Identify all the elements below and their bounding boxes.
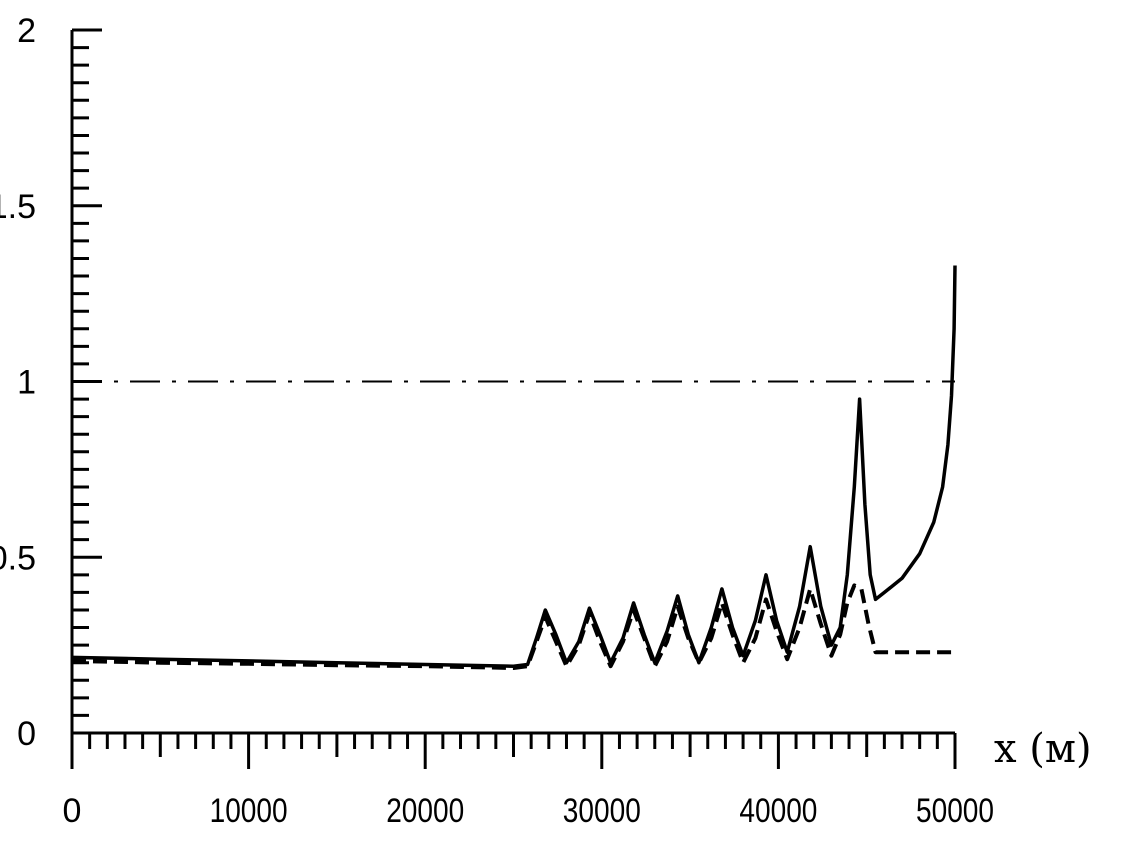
y-tick-label: 1 [17,364,36,402]
series-layer [71,265,957,670]
x-axis-label: x (м) [994,726,1092,772]
y-tick-label: 1.5 [0,188,36,226]
x-tick-label: 50000 [916,792,994,830]
x-tick-label: 40000 [739,792,817,830]
series-line-1-solid [71,265,957,668]
y-tick-label: 0.5 [0,539,36,577]
x-tick-label: 30000 [563,792,641,830]
x-tick-label: 0 [63,792,82,830]
ticks-layer [70,28,957,769]
y-tick-label: 0 [17,715,36,753]
series-line-2-dashed [71,583,955,670]
x-tick-label: 10000 [210,792,288,830]
y-tick-label: 2 [17,12,36,50]
x-tick-label: 20000 [386,792,464,830]
labels-layer: x (м) 0 10000 20000 30000 40000 50000 0 0.5 1 1.5… [0,12,1092,830]
